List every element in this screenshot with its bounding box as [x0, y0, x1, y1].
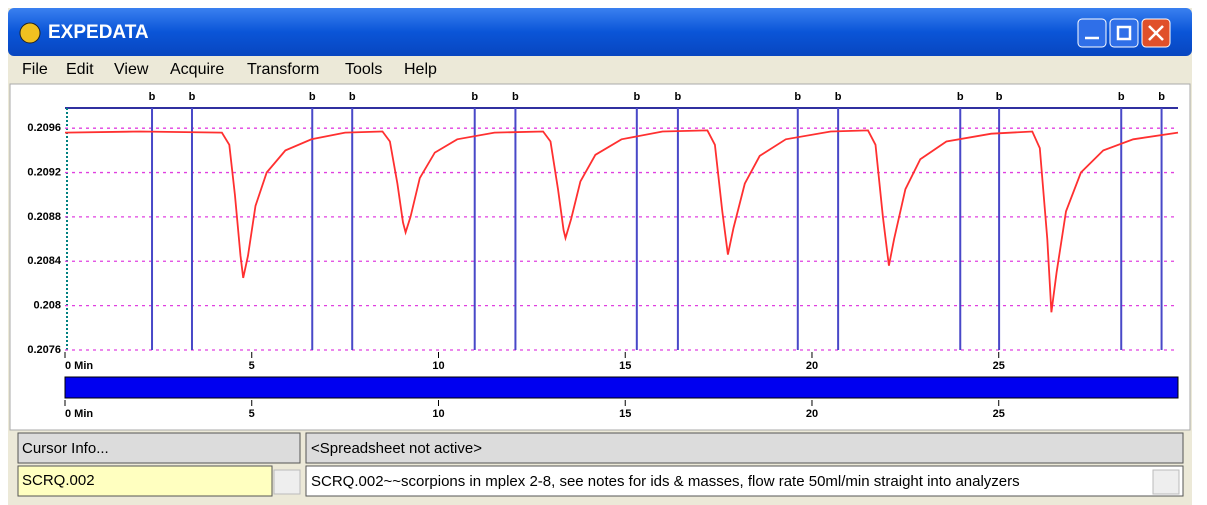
x-tick-label: 0 Min — [65, 360, 93, 372]
spreadsheet-panel — [305, 432, 1184, 464]
file-box[interactable] — [17, 465, 273, 497]
file-name: SCRQ.002 — [22, 472, 95, 489]
x-tick-label: 15 — [619, 360, 631, 372]
event-marker-label: b — [189, 91, 196, 103]
y-tick-label: 0.2084 — [27, 255, 62, 267]
overview-tick-label: 25 — [993, 408, 1005, 420]
event-marker-label: b — [471, 91, 478, 103]
y-tick-label: 0.2076 — [27, 344, 61, 356]
y-tick-label: 0.2096 — [27, 122, 61, 134]
event-marker-label: b — [835, 91, 842, 103]
event-marker-label: b — [633, 91, 640, 103]
y-tick-label: 0.208 — [33, 300, 61, 312]
minimize-button[interactable] — [1077, 18, 1107, 48]
event-marker-label: b — [794, 91, 801, 103]
maximize-button[interactable] — [1109, 18, 1139, 48]
menu-item[interactable]: Acquire — [170, 61, 224, 78]
scroll-up[interactable] — [273, 469, 301, 495]
overview-tick-label: 0 Min — [65, 408, 93, 420]
menu-item[interactable]: Transform — [247, 61, 319, 78]
title-bar — [8, 8, 1192, 56]
cursor-info: Cursor Info... — [22, 440, 109, 457]
window-button-glyphs — [1085, 25, 1164, 41]
description: SCRQ.002~~scorpions in mplex 2-8, see no… — [311, 473, 1020, 490]
scroll-up[interactable] — [1152, 469, 1180, 495]
event-marker-label: b — [957, 91, 964, 103]
menu-item[interactable]: Tools — [345, 61, 382, 78]
overview-tick-label: 20 — [806, 408, 818, 420]
event-marker-label: b — [349, 91, 356, 103]
x-tick-label: 20 — [806, 360, 818, 372]
event-marker-label: b — [512, 91, 519, 103]
app-icon — [19, 22, 41, 44]
overview-bar — [64, 376, 1179, 399]
x-tick-label: 5 — [249, 360, 255, 372]
menu-item[interactable]: File — [22, 61, 48, 78]
event-marker-label: b — [996, 91, 1003, 103]
spreadsheet-status: <Spreadsheet not active> — [311, 440, 482, 457]
menu-bar: File Edit View Acquire Transform Tools Help — [22, 61, 437, 78]
cursor-info-panel — [17, 432, 301, 464]
plot: 0.2076 0.208 0.2084 0.2088 0.2092 0.2096 0 Min… — [27, 91, 1179, 420]
window-title: EXPEDATA — [48, 22, 149, 43]
chart-area — [9, 83, 1191, 431]
x-tick-label: 10 — [432, 360, 444, 372]
menu-item[interactable]: View — [114, 61, 149, 78]
y-tick-label: 0.2092 — [27, 166, 61, 178]
overview-tick-label: 10 — [432, 408, 444, 420]
y-tick-label: 0.2088 — [27, 211, 61, 223]
menu-item[interactable]: Help — [404, 61, 437, 78]
event-marker-label: b — [1118, 91, 1125, 103]
signal-trace — [64, 129, 1179, 313]
event-marker-label: b — [675, 91, 682, 103]
description-box — [305, 465, 1184, 497]
event-marker-label: b — [149, 91, 156, 103]
menu-item[interactable]: Edit — [66, 61, 94, 78]
x-tick-label: 25 — [993, 360, 1005, 372]
overview-tick-label: 5 — [249, 408, 255, 420]
overview-tick-label: 15 — [619, 408, 631, 420]
event-marker-label: b — [309, 91, 316, 103]
event-marker-label: b — [1158, 91, 1165, 103]
